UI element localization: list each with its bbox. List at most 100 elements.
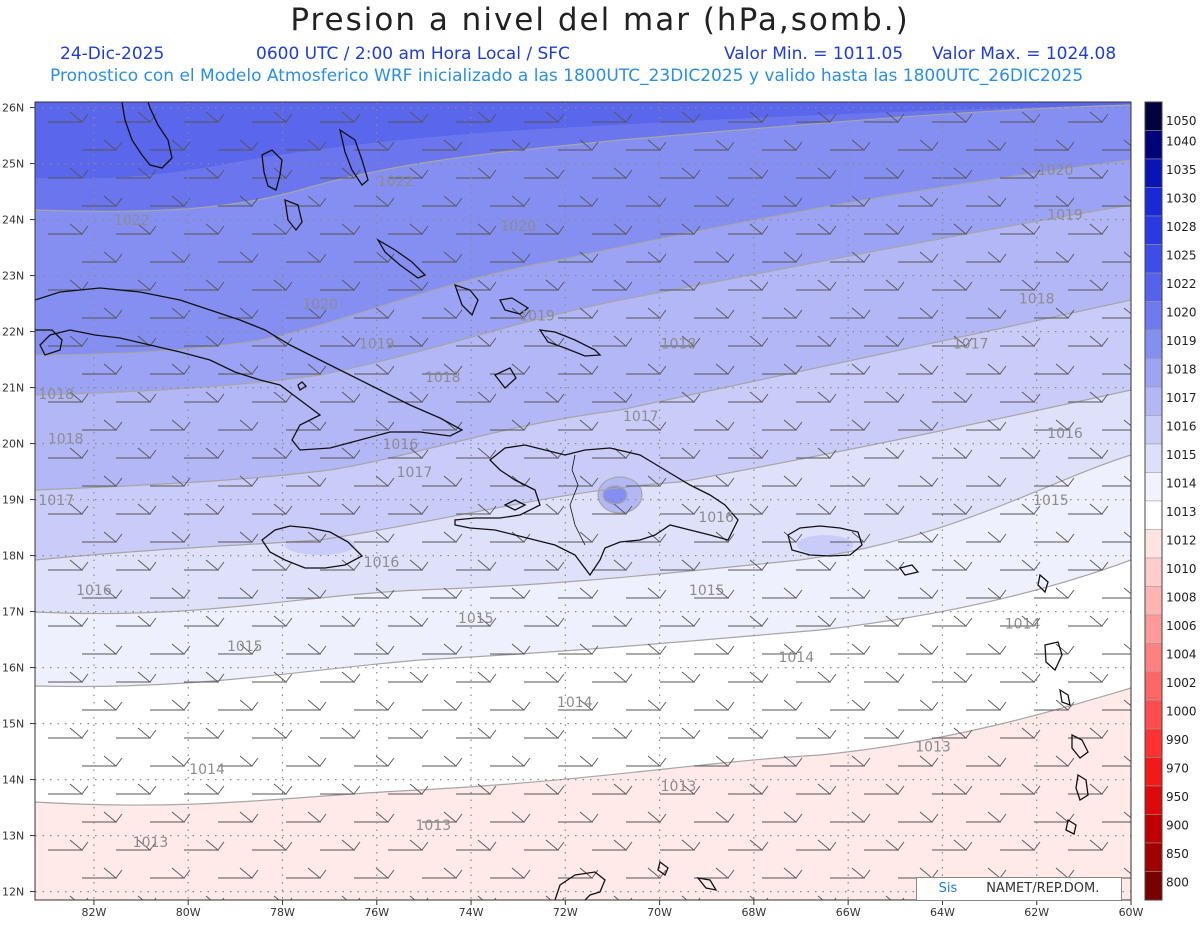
map-title: Presion a nivel del mar (hPa,somb.) — [290, 2, 910, 38]
wind-barb — [1034, 139, 1075, 151]
wind-barb — [545, 895, 565, 900]
wind-barb — [354, 307, 395, 319]
wind-barb — [490, 587, 531, 599]
contour-label: 1013 — [915, 740, 951, 756]
wind-barb — [592, 223, 633, 235]
legend-swatch — [1144, 557, 1163, 587]
lat-label: 17N — [2, 606, 24, 619]
legend-value: 850 — [1166, 847, 1189, 861]
credit-gap — [957, 881, 986, 896]
wind-barb — [524, 615, 565, 627]
wind-barb — [252, 783, 293, 795]
contour-label: 1015 — [1033, 493, 1069, 509]
wind-barb — [660, 559, 701, 571]
wind-barb — [728, 111, 769, 123]
credit-box: Sis NAMET/REP.DOM. — [916, 877, 1122, 901]
south-america — [554, 871, 606, 900]
wind-barb — [422, 587, 463, 599]
lat-label: 22N — [2, 326, 24, 339]
lon-label: 78W — [270, 906, 295, 919]
wind-barb — [490, 139, 531, 151]
wind-barb — [252, 839, 293, 851]
wind-barb — [762, 195, 803, 207]
legend-swatch — [1144, 386, 1163, 416]
wind-barb — [252, 279, 293, 291]
color-legend: 1050 1040 1035 1030 1028 1025 1022 1020 1019 1018… — [1144, 101, 1197, 901]
wind-barb — [558, 251, 599, 263]
wind-barb — [524, 839, 565, 851]
wind-barb — [558, 475, 599, 487]
wind-barb — [1034, 419, 1075, 431]
lesser-antilles-1 — [1037, 573, 1049, 594]
legend-value: 950 — [1166, 790, 1189, 804]
wind-barb — [1000, 447, 1041, 459]
legend-swatch — [1144, 871, 1163, 901]
wind-barb — [184, 839, 225, 851]
wind-barb — [286, 867, 327, 879]
bahamas-5 — [453, 283, 479, 317]
wind-barb — [218, 307, 259, 319]
turks-caicos — [538, 329, 602, 357]
legend-value: 1050 — [1166, 114, 1197, 128]
wind-barb — [1068, 839, 1109, 851]
legend-swatch — [1144, 272, 1163, 302]
wind-barb — [82, 419, 123, 431]
wind-barb — [694, 307, 735, 319]
wind-barb — [116, 223, 157, 235]
lat-label: 14N — [2, 774, 24, 787]
wind-barb — [422, 643, 463, 655]
bahamas-2 — [284, 198, 303, 232]
wind-barb — [388, 727, 429, 739]
wind-barb — [354, 139, 395, 151]
jamaica-coast — [261, 525, 364, 569]
wind-barb — [1102, 699, 1131, 711]
model-info: Pronostico con el Modelo Atmosferico WRF… — [50, 66, 1084, 86]
wind-barb — [660, 839, 701, 851]
wind-barb — [898, 643, 939, 655]
wind-barb — [660, 671, 701, 683]
wind-barb — [252, 111, 293, 123]
wind-barb — [966, 363, 1007, 375]
wind-barb — [524, 727, 565, 739]
wind-barb — [150, 139, 191, 151]
wind-barb — [150, 587, 191, 599]
wind-barb — [422, 195, 463, 207]
wind-barb — [898, 587, 939, 599]
contour-label: 1013 — [661, 779, 697, 795]
wind-barb — [626, 195, 667, 207]
wind-barb — [1102, 755, 1131, 767]
wind-barb — [592, 503, 633, 515]
wind-barb — [558, 587, 599, 599]
wind-barb — [48, 671, 89, 683]
wind-barb — [456, 335, 497, 347]
wind-barb — [898, 139, 939, 151]
credit-prefix: Sis — [938, 881, 958, 896]
contour-label: 1015 — [227, 639, 263, 655]
lat-label: 24N — [2, 214, 24, 227]
legend-value: 1014 — [1166, 477, 1197, 491]
wind-barb — [1000, 615, 1041, 627]
wind-barb — [69, 895, 89, 900]
wind-barb — [728, 839, 769, 851]
wind-barb — [150, 699, 191, 711]
legend-value: 1006 — [1166, 619, 1197, 633]
wind-barb — [422, 811, 463, 823]
wind-barb — [932, 783, 973, 795]
longitude-labels: 82W 80W 78W 76W 74W 72W 70W 68W 66W 64W 62W 60W — [81, 900, 1144, 919]
legend-swatch — [1144, 101, 1163, 131]
wind-barb — [694, 139, 735, 151]
lon-label: 60W — [1119, 906, 1144, 919]
wind-barb — [320, 783, 361, 795]
wind-barb — [354, 587, 395, 599]
contour-value-labels: 1022 1022 1020 1020 1019 1020 1019 1018 1019 1018… — [38, 163, 1083, 851]
wind-barb — [660, 279, 701, 291]
contour-label: 1019 — [1047, 208, 1083, 224]
lat-label: 18N — [2, 550, 24, 563]
wind-barb — [477, 895, 497, 900]
wind-barb — [558, 699, 599, 711]
wind-barb — [218, 475, 259, 487]
wind-barb — [48, 615, 89, 627]
max-value: Valor Max. = 1024.08 — [932, 44, 1117, 64]
bahamas-1 — [261, 149, 283, 191]
min-value: Valor Min. = 1011.05 — [724, 44, 904, 64]
